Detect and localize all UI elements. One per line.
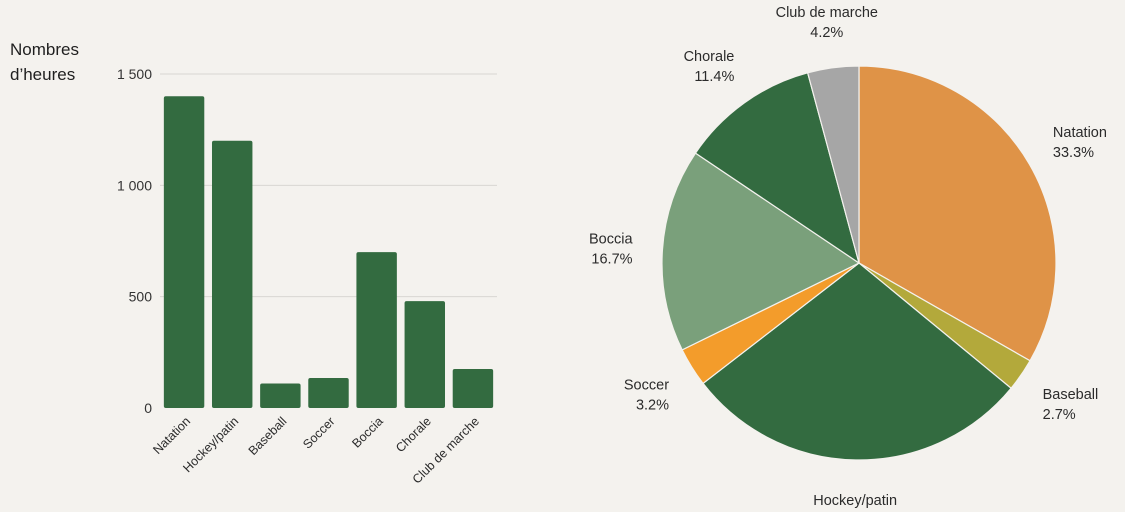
pie-slice [858,65,1057,362]
pie-labels: Natation33.3%Baseball2.7%Hockey/patin28.… [589,5,1107,509]
pie-slice-label: Club de marche [776,5,878,21]
pie-slice-percent: 2.7% [1043,407,1076,423]
pie-slice [661,152,861,351]
pie-slices [661,65,1057,461]
pie-slice [694,72,860,265]
pie-slice-percent: 3.2% [636,398,669,414]
pie-slice-label: Chorale [684,49,735,65]
bar [452,369,494,408]
pie-slice-percent: 11.4% [694,69,734,85]
pie-chart: Natation33.3%Baseball2.7%Hockey/patin28.… [589,5,1107,509]
pie-slice [702,262,1012,461]
y-tick-label: 1 000 [117,177,152,193]
x-tick-label: Boccia [349,414,385,450]
pie-slice-label: Baseball [1043,387,1099,403]
bars [163,96,494,409]
y-axis-ticks: 0 500 1 000 1 500 [117,66,152,416]
bar [356,252,397,408]
pie-slice-percent: 16.7% [591,251,632,267]
y-tick-label: 0 [144,400,152,416]
bar [308,377,349,408]
y-tick-label: 500 [129,289,153,305]
x-tick-label: Natation [150,414,193,457]
y-axis-label-line-2: d’heures [10,65,75,84]
pie-slice-label: Boccia [589,231,633,247]
x-tick-label: Soccer [300,414,337,451]
bar [404,301,446,408]
pie-slice-label: Hockey/patin [813,493,897,509]
pie-slice-label: Natation [1053,125,1107,141]
pie-slice-label: Soccer [624,378,669,394]
y-axis-label-line-1: Nombres [10,40,79,59]
x-tick-label: Baseball [246,414,290,458]
pie-slice-percent: 33.3% [1053,145,1094,161]
y-tick-label: 1 500 [117,66,152,82]
bar [163,96,205,409]
x-tick-label: Chorale [393,414,434,455]
bar-chart: Nombres d’heures 0 500 1 000 1 500 Natation… [10,40,497,487]
gridlines [160,73,497,298]
bar [211,140,253,409]
pie-slice [806,65,860,264]
pie-slice-percent: 4.2% [810,25,843,41]
bar [260,383,301,408]
